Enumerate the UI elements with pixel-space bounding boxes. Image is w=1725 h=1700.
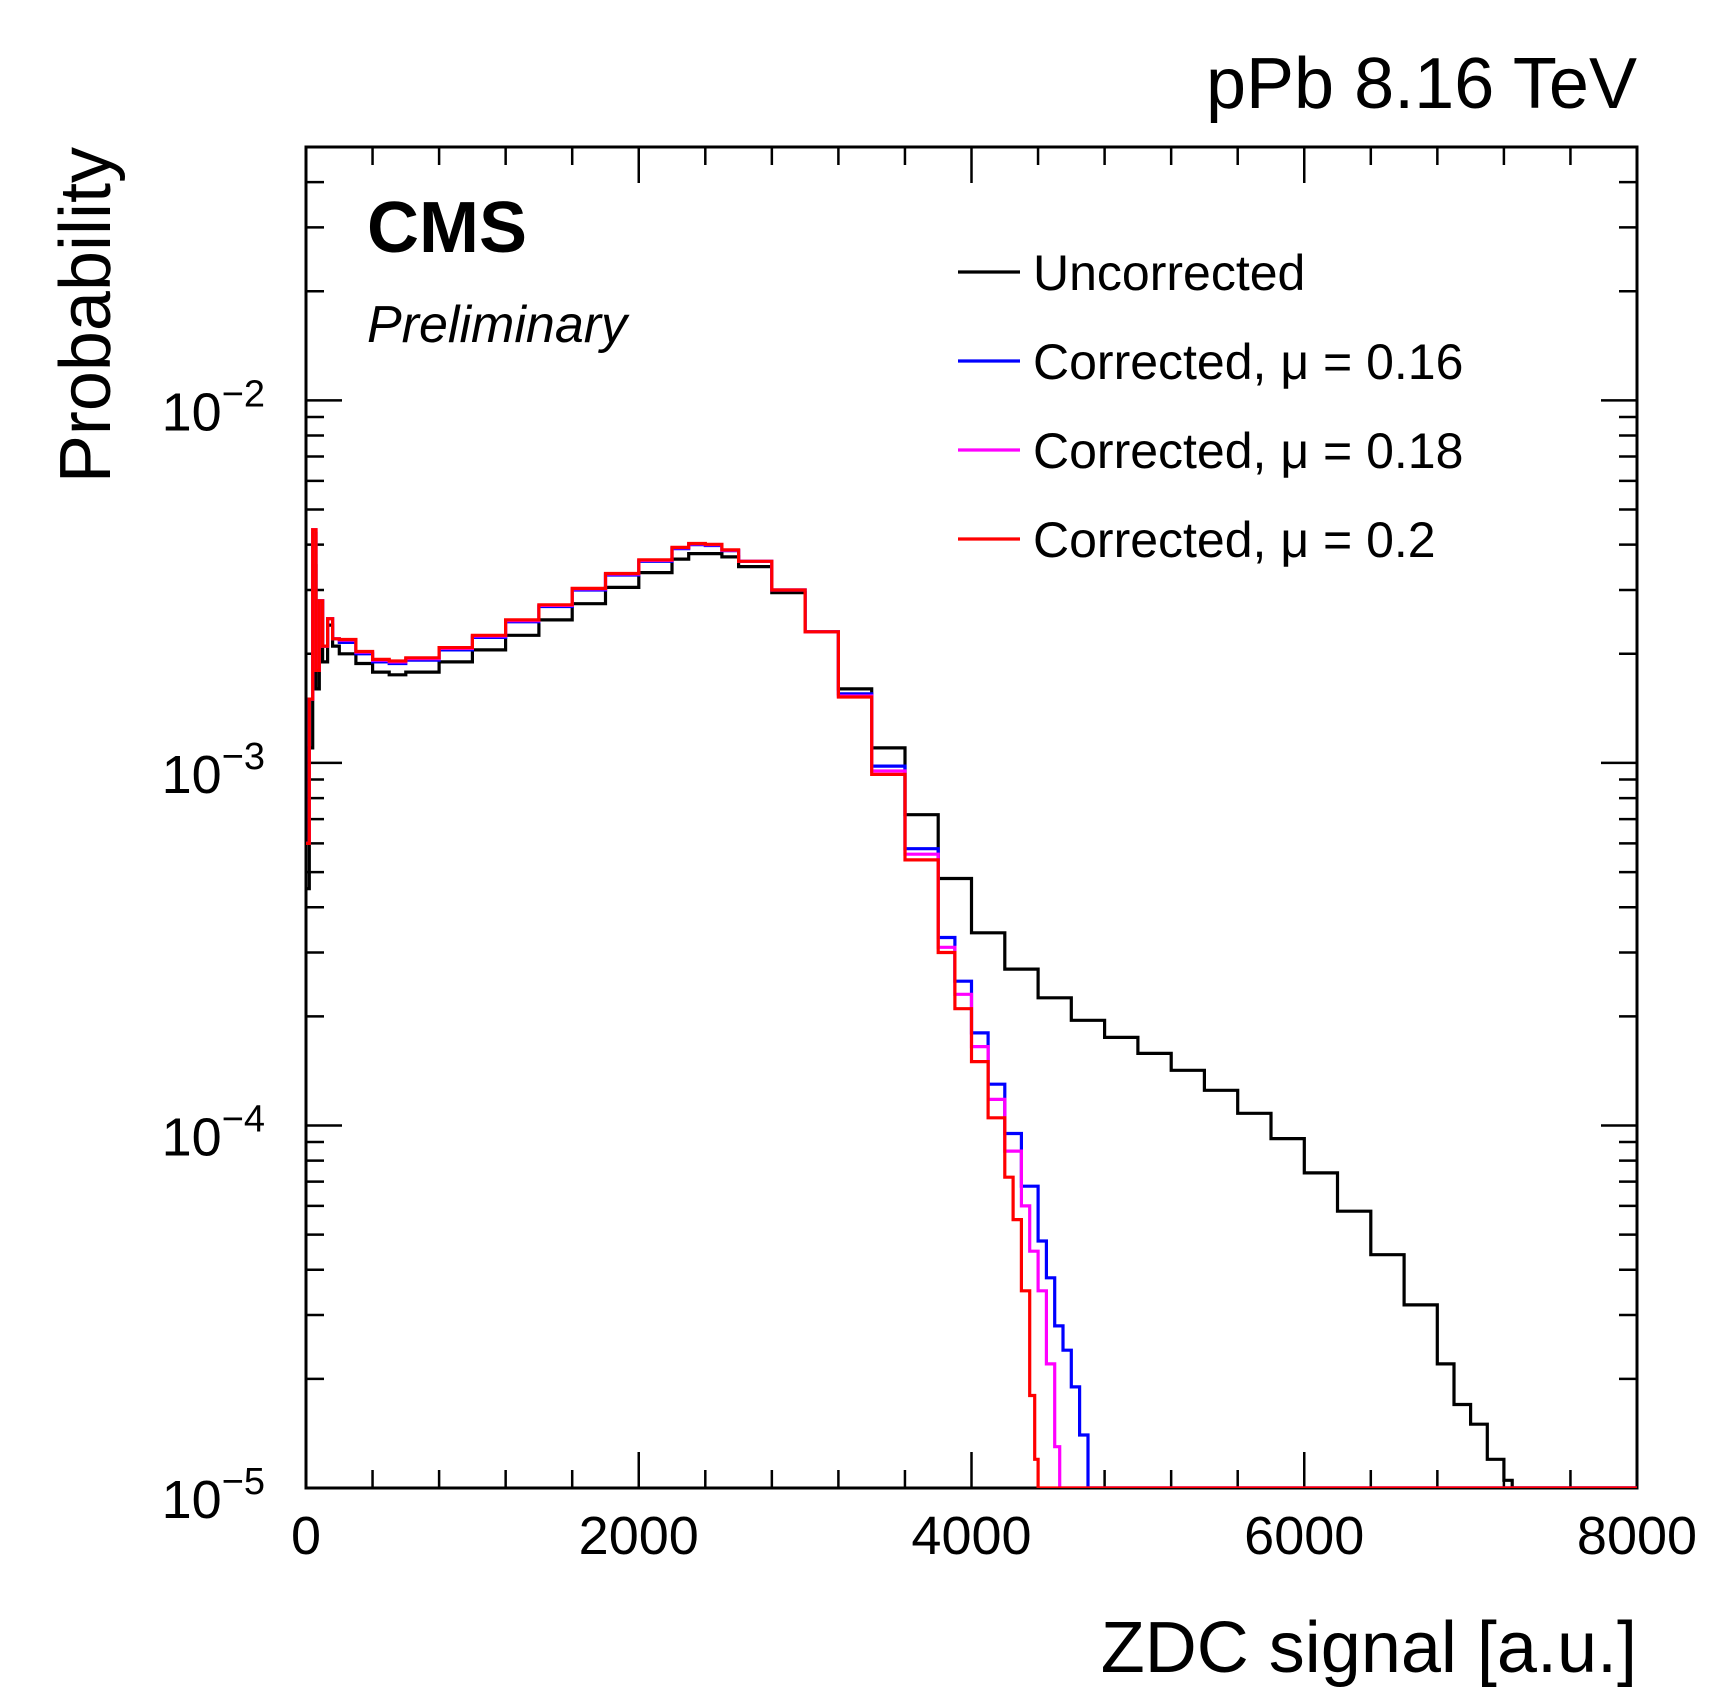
legend-entry-1: Corrected, μ = 0.16 [1033, 334, 1463, 390]
y-tick-label: 10−3 [162, 736, 265, 805]
x-tick-label: 2000 [579, 1506, 699, 1566]
y-tick-label: 10−5 [162, 1461, 265, 1530]
series-line-3 [306, 528, 1637, 1488]
cms-label: CMS [367, 188, 527, 268]
x-tick-label: 4000 [911, 1506, 1031, 1566]
x-tick-label: 8000 [1577, 1506, 1697, 1566]
y-axis-title: Probability [46, 147, 126, 483]
legend: Uncorrected Corrected, μ = 0.16 Corrected,… [958, 245, 1463, 568]
series-layer [306, 528, 1637, 1488]
x-tick-label: 0 [291, 1506, 321, 1566]
y-tick-label: 10−2 [162, 373, 265, 442]
legend-entry-0: Uncorrected [1033, 245, 1305, 301]
x-tick-label: 6000 [1244, 1506, 1364, 1566]
y-tick-labels: 10−5 10−4 10−3 10−2 [162, 373, 265, 1530]
energy-label: pPb 8.16 TeV [1206, 44, 1637, 124]
legend-entry-3: Corrected, μ = 0.2 [1033, 512, 1436, 568]
preliminary-label: Preliminary [367, 296, 630, 354]
x-axis-title: ZDC signal [a.u.] [1101, 1608, 1637, 1688]
y-tick-label: 10−4 [162, 1098, 265, 1167]
x-tick-labels: 0 2000 4000 6000 8000 [291, 1506, 1697, 1566]
legend-entry-2: Corrected, μ = 0.18 [1033, 423, 1463, 479]
